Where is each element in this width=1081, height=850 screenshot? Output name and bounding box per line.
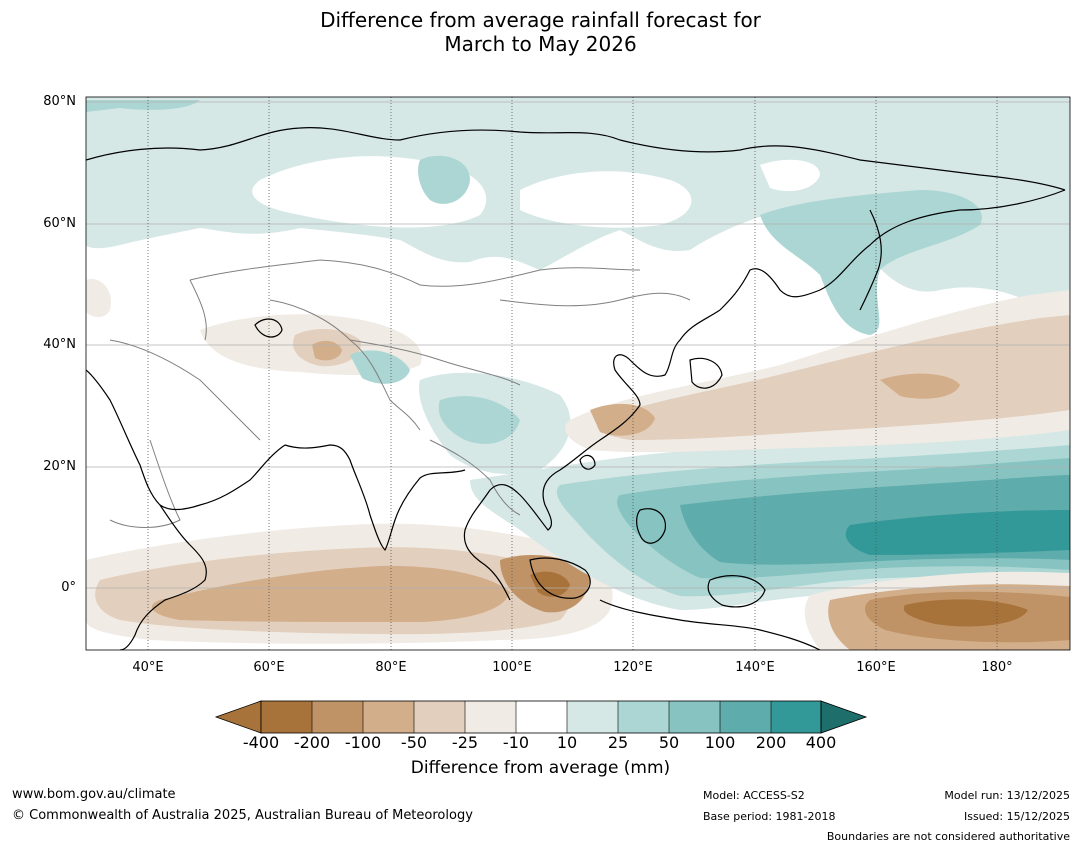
central-asia-dry-3 [312, 340, 342, 361]
tibet-wet [350, 350, 410, 384]
lon-label-140e: 140°E [735, 660, 775, 675]
base-period: Base period: 1981-2018 [703, 810, 836, 823]
issued-date: Issued: 15/12/2025 [963, 810, 1070, 823]
model-name: Model: ACCESS-S2 [703, 789, 805, 802]
colorbar-bin-2 [312, 701, 363, 733]
nw-pacific-dry-50 [597, 315, 1070, 440]
copyright-text: © Commonwealth of Australia 2025, Austra… [12, 808, 473, 823]
colorbar-tick-label: 25 [607, 733, 629, 752]
colorbar-extend-low [214, 700, 262, 734]
arctic-teal-25-1 [418, 155, 470, 204]
boundaries-disclaimer: Boundaries are not considered authoritat… [826, 830, 1070, 843]
lon-label-160e: 160°E [856, 660, 896, 675]
indonesia-dry-400 [530, 571, 570, 597]
china-wet-2 [438, 396, 520, 444]
colorbar-bin-5 [465, 701, 516, 733]
map-area [86, 97, 1070, 650]
colorbar-tick-label: 100 [704, 733, 736, 752]
map-title: Difference from average rainfall forecas… [0, 8, 1081, 56]
pacific-wet-200 [845, 510, 1070, 555]
lat-label-0: 0° [61, 580, 76, 595]
lon-label-40e: 40°E [132, 660, 164, 675]
arctic-white-patch-2 [520, 171, 692, 228]
colorbar-tick-label: -200 [293, 733, 331, 752]
colorbar-tick-label: -10 [502, 733, 530, 752]
colorbar-bin-10 [720, 701, 771, 733]
colorbar-bin-4 [414, 701, 465, 733]
map-frame [85, 96, 1071, 651]
lat-label-20n: 20°N [43, 459, 76, 474]
lon-label-180: 180° [981, 660, 1013, 675]
colorbar-tick-label: 400 [805, 733, 837, 752]
colorbar-bin-7 [567, 701, 618, 733]
lon-label-120e: 120°E [613, 660, 653, 675]
colorbar [214, 700, 868, 734]
colorbar-bin-11 [771, 701, 821, 733]
arctic-teal-25-3 [86, 100, 200, 112]
colorbar-tick-label: 50 [658, 733, 680, 752]
model-run-date: Model run: 13/12/2025 [944, 789, 1070, 802]
lon-label-60e: 60°E [253, 660, 285, 675]
colorbar-bin-9 [669, 701, 720, 733]
coastlines [86, 127, 1066, 650]
title-line-1: Difference from average rainfall forecas… [320, 8, 761, 32]
graticule [86, 97, 1070, 650]
colorbar-tick-label: -100 [344, 733, 382, 752]
nw-pacific-dry-100-1 [880, 373, 960, 399]
lon-label-80e: 80°E [375, 660, 407, 675]
website-link[interactable]: www.bom.gov.au/climate [12, 787, 176, 802]
colorbar-tick-label: -400 [242, 733, 280, 752]
title-line-2: March to May 2026 [444, 32, 637, 56]
colorbar-bin-1 [261, 701, 312, 733]
colorbar-tick-label: 200 [755, 733, 787, 752]
arabian-dry [86, 279, 111, 317]
colorbar-bin-3 [363, 701, 414, 733]
nw-pacific-dry-100-2 [590, 403, 655, 436]
colorbar-tick-label: -25 [451, 733, 479, 752]
colorbar-tick-label: -50 [400, 733, 428, 752]
lat-label-80n: 80°N [43, 94, 76, 109]
country-borders [109, 259, 691, 528]
lat-label-60n: 60°N [43, 216, 76, 231]
colorbar-extend-high [820, 700, 868, 734]
arctic-teal-25-2 [760, 190, 982, 335]
lat-label-40n: 40°N [43, 337, 76, 352]
colorbar-bin-6 [516, 701, 567, 733]
indian-ocean-dry-100 [151, 565, 510, 622]
colorbar-tick-label: 10 [556, 733, 578, 752]
colorbar-title: Difference from average (mm) [410, 758, 671, 778]
colorbar-bin-8 [618, 701, 669, 733]
lon-label-100e: 100°E [492, 660, 532, 675]
arctic-white-patch-3 [760, 159, 820, 192]
